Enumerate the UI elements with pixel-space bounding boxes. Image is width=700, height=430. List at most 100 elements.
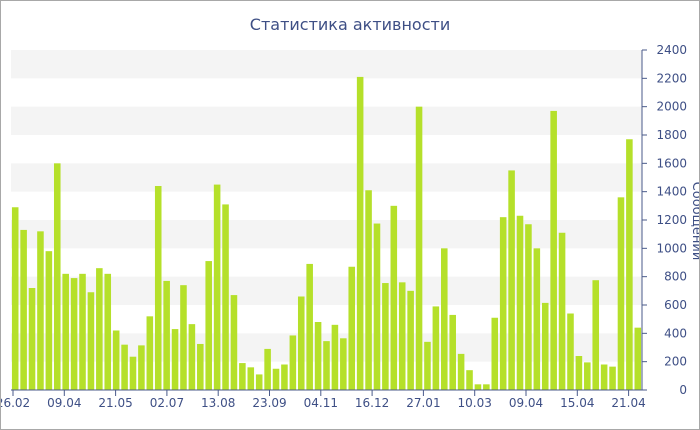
x-tick-label: 02.07: [150, 396, 184, 410]
bar: [348, 266, 356, 390]
bar: [247, 367, 255, 390]
bar: [213, 184, 221, 390]
bar: [550, 110, 557, 391]
x-tick-label: 15.04: [560, 396, 594, 410]
bar: [87, 292, 95, 390]
x-tick-label: 23.09: [252, 396, 286, 410]
bar: [20, 229, 27, 390]
y-tick-label: 200: [664, 355, 687, 369]
x-tick-label: 16.12: [355, 396, 389, 410]
bar: [567, 313, 574, 390]
y-axis-label: Сообщений: [689, 182, 699, 261]
bar: [491, 317, 499, 390]
y-tick-label: 1800: [656, 128, 687, 142]
bar: [432, 306, 440, 390]
bar: [415, 106, 423, 391]
bar: [382, 283, 389, 390]
x-tick-label: 21.05: [98, 396, 132, 410]
y-tick-label: 2000: [656, 100, 687, 114]
bar: [314, 322, 322, 390]
bar: [45, 251, 53, 390]
bar: [53, 163, 61, 390]
axes: [11, 49, 647, 396]
y-tick-label: 1400: [656, 185, 687, 199]
bars: [11, 76, 642, 391]
bar: [62, 273, 69, 390]
bar: [356, 76, 364, 391]
bar: [600, 364, 608, 390]
bar: [272, 368, 280, 390]
bar: [525, 224, 532, 390]
x-tick-label: 27.01: [406, 396, 440, 410]
bar: [306, 263, 313, 390]
bar: [281, 364, 288, 390]
x-tick-labels: 26.02 09.04 21.05 02.07 13.08 23.09 04.11 16.12…: [1, 396, 646, 410]
bar: [541, 302, 549, 391]
bar: [340, 338, 347, 390]
bar: [138, 345, 145, 391]
x-tick-label: 04.11: [304, 396, 338, 410]
x-tick-label: 21.04: [611, 396, 645, 410]
bar: [104, 273, 112, 390]
y-tick-label: 800: [664, 270, 687, 284]
bar: [474, 384, 482, 390]
bar: [558, 232, 566, 390]
bar: [188, 324, 196, 391]
bar: [70, 278, 78, 390]
x-tick-label: 26.02: [1, 396, 30, 410]
bar: [365, 190, 372, 390]
y-tick-label: 400: [664, 326, 687, 340]
bar: [390, 205, 398, 390]
grid-band: [11, 163, 642, 192]
bar: [255, 374, 263, 390]
bar: [449, 314, 456, 390]
bar: [264, 348, 271, 390]
bar: [584, 362, 591, 391]
y-tick-label: 2400: [656, 43, 687, 57]
bar: [508, 170, 515, 390]
bar: [11, 207, 19, 390]
chart-title: Статистика активности: [249, 15, 451, 34]
bar: [441, 248, 448, 390]
bar: [180, 285, 187, 390]
bar: [331, 324, 339, 390]
y-tick-label: 1200: [656, 213, 687, 227]
bar: [129, 356, 137, 390]
x-tick-label: 09.04: [47, 396, 81, 410]
bar: [205, 261, 212, 390]
bar: [609, 366, 616, 391]
bar: [230, 295, 238, 390]
bar: [483, 384, 490, 390]
bar: [323, 341, 330, 391]
bar: [112, 330, 120, 390]
x-tick-label: 10.03: [458, 396, 492, 410]
x-tick-label: 13.08: [201, 396, 235, 410]
bar: [575, 356, 583, 390]
bar: [626, 139, 633, 390]
bar: [171, 329, 179, 390]
bar: [154, 186, 162, 390]
y-tick-label: 0: [679, 383, 687, 397]
bar: [163, 280, 170, 390]
grid-band: [11, 50, 642, 79]
bar: [533, 248, 541, 390]
bar: [499, 217, 507, 390]
bar: [197, 343, 204, 390]
bar: [121, 344, 128, 390]
bar: [516, 215, 524, 390]
bar: [617, 197, 625, 390]
bar: [37, 231, 44, 390]
bar: [297, 296, 305, 390]
y-tick-label: 1000: [656, 241, 687, 255]
bar: [373, 223, 381, 390]
y-tick-labels: 0 200 400 600 800 1000 1200 1400 1600 1800 2000 220…: [656, 43, 687, 397]
bar: [289, 335, 297, 390]
y-tick-label: 2200: [656, 71, 687, 85]
bar: [146, 316, 154, 390]
bar: [424, 341, 431, 390]
y-tick-label: 600: [664, 298, 687, 312]
bar: [398, 282, 406, 390]
grid-bands: [11, 50, 642, 362]
